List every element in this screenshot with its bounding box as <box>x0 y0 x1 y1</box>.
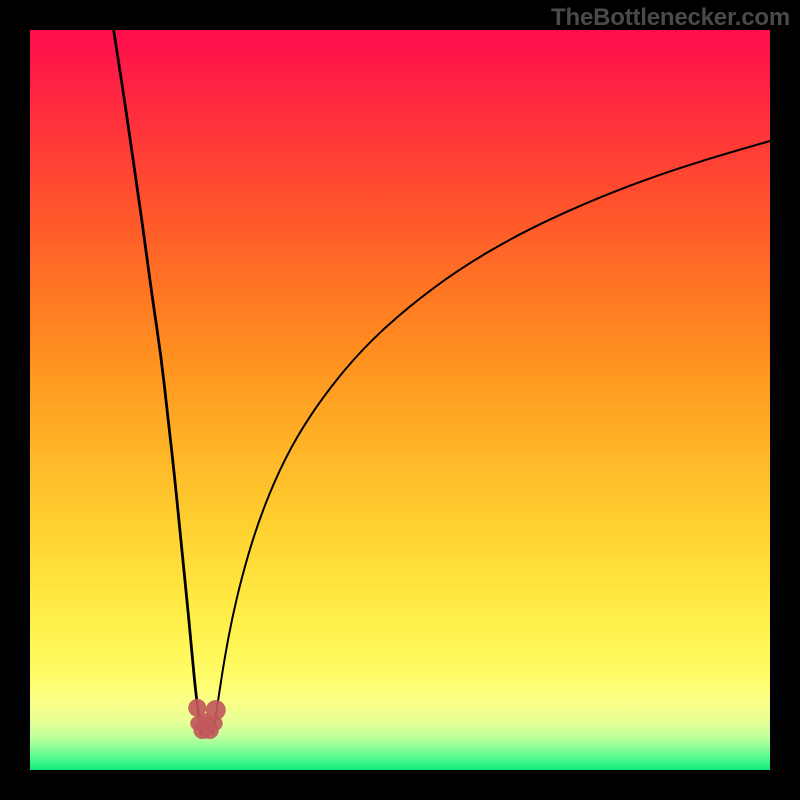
minimum-marker-dot <box>197 713 213 729</box>
figure-container: TheBottlenecker.com <box>0 0 800 800</box>
watermark-text: TheBottlenecker.com <box>551 4 790 32</box>
plot-area <box>30 30 770 770</box>
bottleneck-plot <box>0 0 800 800</box>
